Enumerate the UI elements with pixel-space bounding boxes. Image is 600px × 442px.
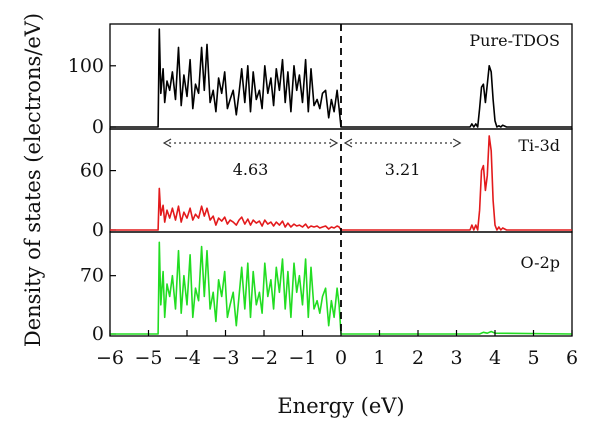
gap-arrowhead-right bbox=[329, 138, 339, 148]
panel-1: 0 100 Pure-TDOS bbox=[68, 23, 573, 138]
gap-arrowhead-right bbox=[452, 138, 462, 148]
gap-label: 3.21 bbox=[385, 160, 421, 179]
y-tick-label: 0 bbox=[92, 116, 104, 138]
gap-arrowhead-left bbox=[343, 138, 353, 148]
panel-label: Pure-TDOS bbox=[469, 31, 560, 50]
x-tick-label: −4 bbox=[173, 347, 201, 369]
x-tick-label: −6 bbox=[96, 347, 124, 369]
x-tick-label: 0 bbox=[335, 347, 347, 369]
panel-2: 0 60 Ti-3d bbox=[80, 128, 573, 241]
x-tick-label: 4 bbox=[489, 347, 501, 369]
x-tick-label: 3 bbox=[450, 347, 462, 369]
annotations-layer: 4.63 3.21 bbox=[162, 24, 462, 336]
x-tick-label: −1 bbox=[288, 347, 316, 369]
panels-layer: 0 100 Pure-TDOS 0 60 Ti-3d 0 70 O-2p bbox=[68, 23, 573, 345]
panel-label: O-2p bbox=[520, 253, 560, 272]
series-line-ti-3d bbox=[110, 135, 572, 231]
x-tick-label: −3 bbox=[211, 347, 239, 369]
series-line-o-2p bbox=[110, 241, 573, 335]
gap-arrowhead-left bbox=[162, 138, 172, 148]
x-tick-label: 1 bbox=[373, 347, 385, 369]
y-tick-label: 0 bbox=[92, 219, 104, 241]
x-axis-title: Energy (eV) bbox=[277, 394, 404, 418]
x-tick-label: 2 bbox=[412, 347, 424, 369]
panel-label: Ti-3d bbox=[518, 136, 560, 155]
x-tick-label: 6 bbox=[566, 347, 578, 369]
x-tick-label: 5 bbox=[527, 347, 539, 369]
gap-annotation-1: 4.63 bbox=[162, 138, 339, 179]
y-tick-label: 70 bbox=[80, 265, 104, 287]
panel-3: 0 70 O-2p bbox=[80, 231, 573, 345]
series-line-pure-tdos bbox=[110, 28, 572, 128]
y-tick-label: 0 bbox=[92, 323, 104, 345]
x-axis: −6 −5 −4 −3 −2 −1 0 1 2 3 4 5 6 bbox=[96, 330, 578, 369]
gap-label: 4.63 bbox=[233, 160, 269, 179]
y-tick-label: 60 bbox=[80, 160, 104, 182]
x-tick-label: −5 bbox=[134, 347, 162, 369]
x-tick-label: −2 bbox=[250, 347, 278, 369]
y-axis-title: Density of states (electrons/eV) bbox=[21, 13, 45, 347]
gap-annotation-2: 3.21 bbox=[343, 138, 462, 179]
y-tick-label: 100 bbox=[68, 55, 104, 77]
